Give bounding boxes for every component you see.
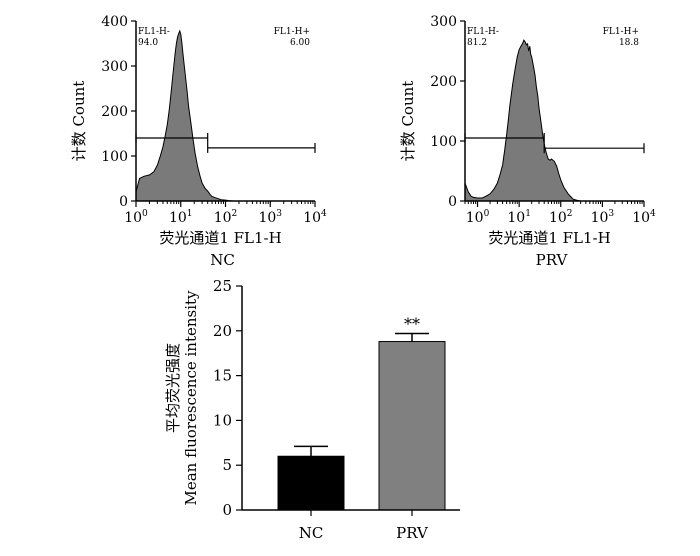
bar-y-tick-label: 25 — [213, 277, 232, 295]
y-tick-label: 400 — [101, 14, 128, 30]
bar-y-tick-label: 0 — [222, 501, 232, 519]
nc-gate-neg-name: FL1-H- — [138, 27, 170, 37]
histogram-prv: FL1-H- 81.2 FL1-H+ 18.8 0 100 200 300 100 101… — [399, 14, 656, 269]
prv-gate-neg-name: FL1-H- — [467, 27, 499, 37]
histogram-prv-area — [464, 39, 581, 202]
bar-nc — [277, 455, 345, 511]
x-tick-label: 104 — [303, 209, 327, 226]
histogram-nc-area — [135, 29, 234, 202]
bar-y-axis-label-zh: 平均荧光强度 — [164, 343, 182, 433]
nc-x-axis-label: 荧光通道1 FL1-H — [159, 229, 281, 247]
bar-y-tick-label: 5 — [222, 456, 232, 474]
x-tick-label: 100 — [466, 209, 490, 226]
histogram-nc: FL1-H- 94.0 FL1-H+ 6.00 0100200300400100… — [70, 14, 327, 269]
y-tick-label: 300 — [430, 14, 457, 30]
x-tick-label: 104 — [632, 209, 656, 226]
x-tick-label: 101 — [169, 209, 193, 226]
bar-y-axis-label-en: Mean fluorescence intensity — [182, 290, 200, 506]
bar-prv — [378, 341, 446, 511]
bar-y-tick-label: 20 — [213, 322, 232, 340]
x-category-label: NC — [299, 524, 324, 542]
y-tick-label: 100 — [101, 149, 128, 165]
prv-y-axis-label: 计数 Count — [399, 81, 417, 162]
prv-gate-pos-value: 18.8 — [619, 38, 639, 48]
significance-marker: ** — [404, 314, 420, 333]
bar-chart-mfi: NC ** PRV 0 5 10 15 20 25 平均荧光强度 Mean fluoresce… — [164, 277, 460, 542]
y-tick-label: 300 — [101, 59, 128, 75]
x-category-label: PRV — [396, 524, 429, 542]
x-tick-label: 102 — [214, 209, 238, 226]
x-tick-label: 102 — [549, 209, 573, 226]
prv-x-axis-label: 荧光通道1 FL1-H — [488, 229, 610, 247]
prv-panel-label: PRV — [536, 251, 569, 269]
x-tick-label: 100 — [124, 209, 148, 226]
nc-gate-pos-value: 6.00 — [290, 38, 310, 48]
y-tick-label: 200 — [101, 104, 128, 120]
nc-panel-label: NC — [210, 251, 235, 269]
bar-y-tick-label: 15 — [213, 367, 232, 385]
y-tick-label: 200 — [430, 74, 457, 90]
x-tick-label: 103 — [591, 209, 615, 226]
bar-y-tick-label: 10 — [213, 411, 232, 429]
y-tick-label: 0 — [119, 194, 128, 210]
prv-gate-neg-value: 81.2 — [467, 38, 487, 48]
nc-gate-neg-value: 94.0 — [138, 38, 158, 48]
x-tick-label: 103 — [258, 209, 282, 226]
y-tick-label: 0 — [448, 194, 457, 210]
x-tick-label: 101 — [507, 209, 531, 226]
nc-gate-pos-name: FL1-H+ — [274, 27, 310, 37]
prv-gate-pos-name: FL1-H+ — [603, 27, 639, 37]
y-tick-label: 100 — [430, 134, 457, 150]
nc-y-axis-label: 计数 Count — [70, 81, 88, 162]
